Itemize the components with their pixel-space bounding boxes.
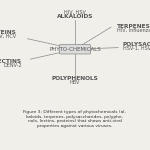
Text: POLYSACCHARID...: POLYSACCHARID...	[123, 42, 150, 48]
FancyBboxPatch shape	[59, 44, 91, 54]
Text: HSV-1, HSV-2: HSV-1, HSV-2	[123, 46, 150, 51]
Text: HBV: HBV	[70, 80, 80, 85]
Text: PROTEINS: PROTEINS	[0, 30, 16, 35]
Text: ALKALOIDS: ALKALOIDS	[57, 14, 93, 19]
Text: HIV, HCV: HIV, HCV	[0, 34, 16, 39]
Text: Figure 3: Different types of phytochemicals (al-
kaloids, terpenes, polysacchari: Figure 3: Different types of phytochemic…	[23, 110, 127, 128]
Text: HIV, Influenza: HIV, Influenza	[117, 27, 150, 32]
Text: HIV, HSV: HIV, HSV	[64, 9, 86, 14]
Text: POLYPHENOLS: POLYPHENOLS	[52, 76, 98, 81]
Text: TERPENES: TERPENES	[117, 24, 150, 29]
Text: LECTINS: LECTINS	[0, 59, 22, 64]
Text: DENV-2: DENV-2	[3, 63, 22, 68]
Text: PHYTO-CHEMICALS: PHYTO-CHEMICALS	[49, 47, 101, 52]
